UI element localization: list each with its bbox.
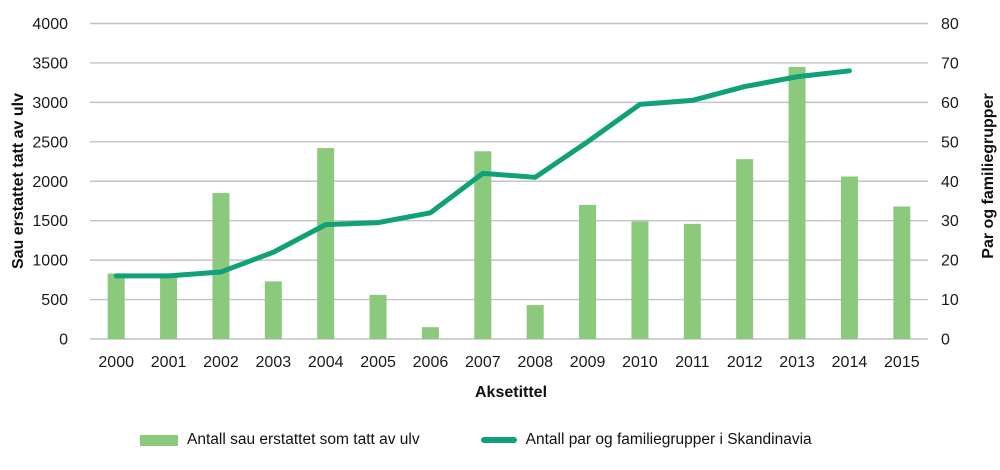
left-axis-tick-label: 2000 [32,174,68,191]
right-axis-tick-label: 70 [941,55,959,72]
x-axis-tick-label: 2005 [360,354,396,371]
bar-2007 [474,151,492,339]
x-axis-tick-label: 2014 [832,354,868,371]
bar-2011 [683,223,701,339]
x-axis-tick-label: 2011 [675,354,710,371]
legend-item-bars: Antall sau erstattet som tatt av ulv [140,431,420,449]
left-axis-tick-label: 0 [59,332,68,349]
bar-2000 [107,273,125,339]
left-axis-tick-label: 3500 [32,55,68,72]
x-axis-tick-label: 2013 [779,354,815,371]
x-axis-tick-label: 2010 [622,354,658,371]
right-axis-ticks: 0 10 20 30 40 50 60 70 80 [941,16,959,349]
left-axis-tick-label: 3000 [32,95,68,112]
left-axis-tick-label: 1500 [32,213,68,230]
x-axis-tick-label: 2002 [203,354,239,371]
line-series-swatch [480,437,517,443]
x-axis-tick-label: 2009 [570,354,606,371]
x-axis-tick-label: 2006 [413,354,449,371]
right-axis-tick-label: 60 [941,95,959,112]
right-axis-tick-label: 20 [941,253,959,270]
right-axis-tick-label: 80 [941,16,959,33]
bar-2004 [317,148,335,339]
legend-label-line: Antall par og familiegrupper i Skandinav… [525,431,812,448]
bar-2005 [369,294,387,339]
bar-series-swatch [140,434,178,446]
right-axis-tick-label: 30 [941,213,959,230]
x-axis-tick-label: 2000 [98,354,134,371]
left-axis-tick-label: 500 [41,292,68,309]
legend-item-line: Antall par og familiegrupper i Skandinav… [480,431,812,449]
x-axis-tick-label: 2003 [256,354,292,371]
line-series [113,68,852,279]
right-axis-title: Par og familiegrupper [980,93,997,259]
bar-2010 [631,221,649,339]
left-axis-tick-label: 4000 [32,16,68,33]
x-axis-tick-label: 2012 [727,354,763,371]
x-axis-tick-label: 2004 [308,354,344,371]
legend: Antall sau erstattet som tatt av ulv Ant… [140,431,812,449]
bar-2008 [526,305,544,339]
x-axis-ticks: 2000 2001 2002 2003 2004 2005 2006 2007 2008 2009… [98,354,919,371]
bar-2001 [160,275,178,339]
x-axis-tick-label: 2001 [151,354,187,371]
bar-2003 [264,281,282,339]
gridlines [90,22,928,340]
line-path [113,68,852,279]
left-axis-ticks: 0 500 1000 1500 2000 2500 3000 3500 4000 [32,16,68,349]
x-axis-tick-label: 2007 [465,354,501,371]
left-axis-tick-label: 2500 [32,134,68,151]
right-axis-tick-label: 0 [941,332,950,349]
bar-2014 [840,176,858,339]
bar-2015 [893,206,911,339]
x-axis-tick-label: 2008 [517,354,553,371]
legend-label-bars: Antall sau erstattet som tatt av ulv [187,431,420,448]
bar-2012 [736,159,754,339]
x-axis-tick-label: 2015 [884,354,920,371]
right-axis-tick-label: 10 [941,292,959,309]
bar-2002 [212,193,230,339]
right-axis-tick-label: 40 [941,174,959,191]
bar-2006 [421,327,439,339]
right-axis-tick-label: 50 [941,134,959,151]
bar-series [107,66,911,339]
left-axis-tick-label: 1000 [32,253,68,270]
x-axis-title: Aksetittel [474,384,548,401]
bar-2013 [788,66,806,339]
bar-2009 [579,204,597,339]
